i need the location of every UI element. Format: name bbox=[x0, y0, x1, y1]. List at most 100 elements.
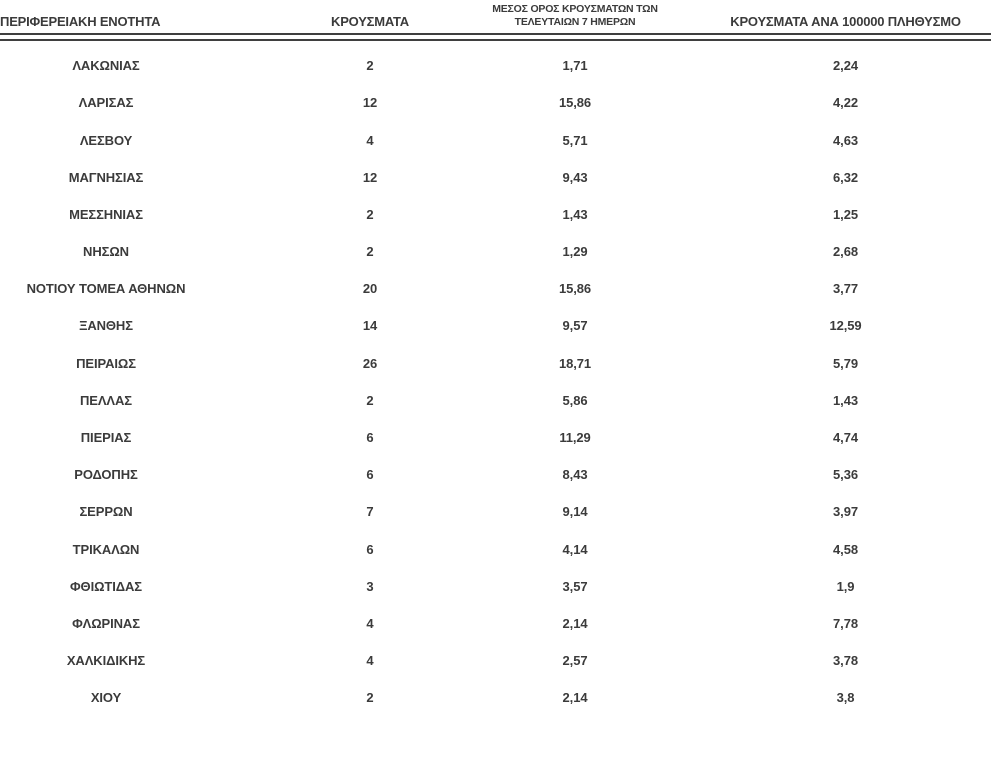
table-row: ΧΙΟΥ 2 2,14 3,8 bbox=[0, 679, 991, 716]
table-row: ΜΕΣΣΗΝΙΑΣ 2 1,43 1,25 bbox=[0, 196, 991, 233]
avg7day-cell: 9,57 bbox=[562, 318, 588, 334]
avg7day-cell: 5,71 bbox=[562, 132, 588, 148]
cases-cell: 2 bbox=[366, 58, 374, 74]
region-cell: ΜΑΓΝΗΣΙΑΣ bbox=[68, 169, 144, 185]
avg7day-cell: 8,43 bbox=[562, 467, 588, 483]
cases-cell: 6 bbox=[366, 430, 374, 445]
table-row: ΣΕΡΡΩΝ 7 9,14 3,97 bbox=[0, 493, 991, 530]
per100k-cell: 1,9 bbox=[836, 578, 855, 594]
cases-cell: 12 bbox=[362, 169, 378, 185]
table-row: ΡΟΔΟΠΗΣ 6 8,43 5,36 bbox=[0, 456, 991, 493]
avg7day-cell: 2,14 bbox=[562, 615, 588, 631]
per100k-cell: 4,63 bbox=[833, 132, 858, 148]
cases-cell: 4 bbox=[366, 653, 374, 669]
avg7day-cell: 1,43 bbox=[562, 206, 588, 222]
per100k-cell: 6,32 bbox=[833, 169, 858, 185]
cases-cell: 4 bbox=[366, 615, 374, 631]
cases-cell: 4 bbox=[366, 132, 374, 148]
per100k-cell: 3,77 bbox=[833, 281, 858, 297]
table-row: ΠΙΕΡΙΑΣ 6 11,29 4,74 bbox=[0, 419, 991, 456]
region-cell: ΦΛΩΡΙΝΑΣ bbox=[72, 615, 140, 631]
region-cell: ΧΙΟΥ bbox=[90, 690, 122, 706]
avg7day-cell: 15,86 bbox=[558, 95, 592, 111]
avg7day-cell: 18,71 bbox=[558, 355, 592, 371]
region-cell: ΠΕΙΡΑΙΩΣ bbox=[76, 355, 136, 371]
avg7day-cell: 1,71 bbox=[562, 58, 588, 74]
per100k-cell: 2,24 bbox=[833, 58, 858, 74]
column-header-region: ΠΕΡΙΦΕΡΕΙΑΚΗ ΕΝΟΤΗΤΑ bbox=[0, 14, 161, 30]
per100k-cell: 5,79 bbox=[833, 355, 858, 371]
region-cell: ΛΕΣΒΟΥ bbox=[79, 132, 133, 148]
cases-cell: 20 bbox=[362, 281, 378, 297]
table-row: ΦΘΙΩΤΙΔΑΣ 3 3,57 1,9 bbox=[0, 568, 991, 605]
region-cell: ΝΗΣΩΝ bbox=[83, 244, 129, 260]
per100k-cell: 5,36 bbox=[833, 467, 858, 483]
column-header-7day-average-line1: ΜΕΣΟΣ ΟΡΟΣ ΚΡΟΥΣΜΑΤΩΝ ΤΩΝ bbox=[492, 3, 658, 15]
column-header-cases-per-100k: ΚΡΟΥΣΜΑΤΑ ΑΝΑ 100000 ΠΛΗΘΥΣΜΟ bbox=[730, 14, 961, 30]
per100k-cell: 4,58 bbox=[833, 541, 858, 557]
region-cell: ΡΟΔΟΠΗΣ bbox=[74, 467, 138, 483]
region-cell: ΧΑΛΚΙΔΙΚΗΣ bbox=[66, 653, 146, 669]
header-double-rule bbox=[0, 33, 991, 42]
cases-cell: 3 bbox=[366, 578, 374, 594]
region-cell: ΛΑΡΙΣΑΣ bbox=[78, 95, 134, 111]
table-row: ΛΑΚΩΝΙΑΣ 2 1,71 2,24 bbox=[0, 47, 991, 84]
per100k-cell: 2,68 bbox=[833, 244, 858, 260]
region-cell: ΠΕΛΛΑΣ bbox=[80, 392, 132, 408]
per100k-cell: 3,97 bbox=[833, 504, 858, 520]
cases-cell: 7 bbox=[366, 504, 374, 520]
region-cell: ΠΙΕΡΙΑΣ bbox=[80, 430, 132, 445]
cases-cell: 2 bbox=[366, 206, 374, 222]
table-row: ΛΕΣΒΟΥ 4 5,71 4,63 bbox=[0, 121, 991, 158]
region-cell: ΤΡΙΚΑΛΩΝ bbox=[72, 541, 140, 557]
avg7day-cell: 2,57 bbox=[562, 653, 588, 669]
table-row: ΦΛΩΡΙΝΑΣ 4 2,14 7,78 bbox=[0, 605, 991, 642]
cases-cell: 2 bbox=[366, 392, 374, 408]
table-row: ΤΡΙΚΑΛΩΝ 6 4,14 4,58 bbox=[0, 530, 991, 567]
per100k-cell: 12,59 bbox=[829, 318, 862, 334]
region-cell: ΛΑΚΩΝΙΑΣ bbox=[72, 58, 140, 74]
table-body: ΛΑΚΩΝΙΑΣ 2 1,71 2,24 ΛΑΡΙΣΑΣ 12 15,86 4,… bbox=[0, 47, 991, 716]
avg7day-cell: 15,86 bbox=[558, 281, 592, 297]
avg7day-cell: 2,14 bbox=[562, 690, 588, 706]
table-header-row: ΠΕΡΙΦΕΡΕΙΑΚΗ ΕΝΟΤΗΤΑ ΚΡΟΥΣΜΑΤΑ ΜΕΣΟΣ ΟΡΟ… bbox=[0, 0, 991, 31]
avg7day-cell: 4,14 bbox=[562, 541, 588, 557]
region-cell: ΜΕΣΣΗΝΙΑΣ bbox=[69, 206, 143, 222]
region-cell: ΞΑΝΘΗΣ bbox=[79, 318, 133, 334]
table-row: ΛΑΡΙΣΑΣ 12 15,86 4,22 bbox=[0, 84, 991, 121]
avg7day-cell: 1,29 bbox=[562, 244, 588, 260]
table-row: ΝΟΤΙΟΥ ΤΟΜΕΑ ΑΘΗΝΩΝ 20 15,86 3,77 bbox=[0, 270, 991, 307]
table-row: ΧΑΛΚΙΔΙΚΗΣ 4 2,57 3,78 bbox=[0, 642, 991, 679]
per100k-cell: 4,74 bbox=[833, 430, 858, 445]
region-cell: ΦΘΙΩΤΙΔΑΣ bbox=[69, 578, 142, 594]
cases-cell: 6 bbox=[366, 467, 374, 483]
cases-cell: 2 bbox=[366, 244, 374, 260]
avg7day-cell: 9,43 bbox=[562, 169, 588, 185]
table-row: ΠΕΛΛΑΣ 2 5,86 1,43 bbox=[0, 382, 991, 419]
table-row: ΝΗΣΩΝ 2 1,29 2,68 bbox=[0, 233, 991, 270]
avg7day-cell: 5,86 bbox=[562, 392, 588, 408]
cases-by-region-table: ΠΕΡΙΦΕΡΕΙΑΚΗ ΕΝΟΤΗΤΑ ΚΡΟΥΣΜΑΤΑ ΜΕΣΟΣ ΟΡΟ… bbox=[0, 0, 991, 716]
column-header-7day-average: ΜΕΣΟΣ ΟΡΟΣ ΚΡΟΥΣΜΑΤΩΝ ΤΩΝ ΤΕΛΕΥΤΑΙΩΝ 7 Η… bbox=[490, 3, 700, 31]
per100k-cell: 4,22 bbox=[833, 95, 858, 111]
cases-cell: 2 bbox=[366, 690, 374, 706]
avg7day-cell: 9,14 bbox=[562, 504, 588, 520]
column-header-7day-average-line2: ΤΕΛΕΥΤΑΙΩΝ 7 ΗΜΕΡΩΝ bbox=[514, 16, 636, 29]
cases-cell: 14 bbox=[362, 318, 378, 334]
per100k-cell: 1,43 bbox=[833, 392, 858, 408]
region-cell: ΝΟΤΙΟΥ ΤΟΜΕΑ ΑΘΗΝΩΝ bbox=[26, 281, 186, 297]
per100k-cell: 3,78 bbox=[833, 653, 858, 669]
table-row: ΠΕΙΡΑΙΩΣ 26 18,71 5,79 bbox=[0, 345, 991, 382]
per100k-cell: 1,25 bbox=[833, 206, 858, 222]
column-header-cases: ΚΡΟΥΣΜΑΤΑ bbox=[331, 14, 409, 30]
region-cell: ΣΕΡΡΩΝ bbox=[79, 504, 133, 520]
table-row: ΞΑΝΘΗΣ 14 9,57 12,59 bbox=[0, 307, 991, 344]
table-row: ΜΑΓΝΗΣΙΑΣ 12 9,43 6,32 bbox=[0, 159, 991, 196]
cases-cell: 6 bbox=[366, 541, 374, 557]
avg7day-cell: 3,57 bbox=[562, 578, 588, 594]
avg7day-cell: 11,29 bbox=[559, 430, 591, 445]
per100k-cell: 3,8 bbox=[836, 690, 855, 706]
cases-cell: 26 bbox=[362, 355, 378, 371]
cases-cell: 12 bbox=[362, 95, 378, 111]
per100k-cell: 7,78 bbox=[833, 615, 858, 631]
